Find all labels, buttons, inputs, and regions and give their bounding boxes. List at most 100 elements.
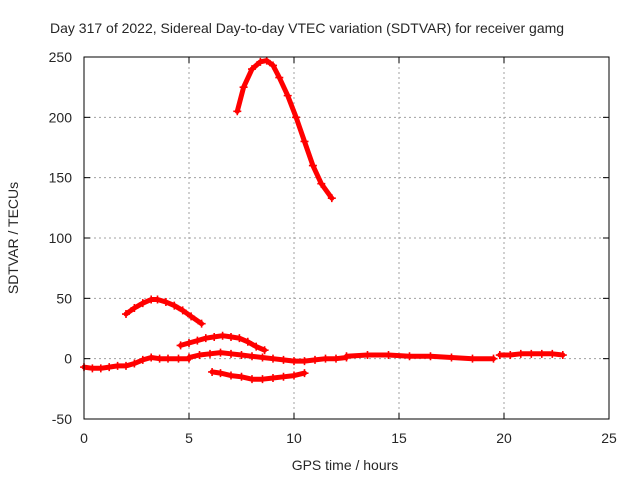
- data-point: [405, 352, 414, 361]
- data-point: [275, 73, 284, 82]
- series-arc-50: [122, 295, 206, 328]
- series-line: [123, 297, 205, 327]
- data-series: [80, 56, 567, 384]
- data-point: [256, 57, 265, 66]
- data-point: [210, 332, 219, 341]
- series-arc-neg: [208, 367, 309, 384]
- series-arc-high: [233, 56, 336, 203]
- data-point: [147, 353, 156, 362]
- y-tick-label: 100: [49, 230, 73, 246]
- data-point: [201, 334, 210, 343]
- data-point: [130, 303, 139, 312]
- y-axis-label: SDTVAR / TECUs: [5, 182, 21, 294]
- data-point: [233, 107, 242, 116]
- data-point: [279, 355, 288, 364]
- data-point: [290, 357, 298, 366]
- data-point: [548, 349, 557, 358]
- x-tick-label: 20: [496, 430, 512, 446]
- data-point: [113, 361, 122, 370]
- data-point: [130, 359, 139, 368]
- y-tick-label: 200: [49, 109, 73, 125]
- data-point: [170, 301, 179, 310]
- data-point: [248, 352, 256, 361]
- data-point: [468, 354, 477, 363]
- data-point: [317, 179, 326, 188]
- data-point: [252, 342, 261, 351]
- data-point: [384, 351, 393, 360]
- data-point: [269, 61, 277, 70]
- axis-ticks: 0 5 10 15 20 25 -50 0 50 100 150 200 250: [49, 49, 617, 446]
- data-point: [187, 312, 196, 321]
- y-tick-label: -50: [52, 411, 72, 427]
- data-point: [197, 319, 206, 328]
- series-line: [209, 369, 307, 382]
- series-line: [186, 350, 349, 364]
- data-point: [308, 161, 317, 170]
- data-point: [227, 332, 235, 341]
- data-point: [235, 334, 244, 343]
- data-point: [311, 355, 319, 364]
- data-point: [342, 352, 351, 361]
- data-point: [332, 354, 340, 363]
- data-point: [290, 371, 298, 380]
- x-tick-label: 10: [286, 430, 302, 446]
- series-arc-zero-b: [185, 348, 351, 366]
- data-point: [185, 338, 193, 347]
- data-point: [88, 364, 97, 373]
- data-point: [327, 194, 336, 203]
- data-point: [292, 113, 301, 122]
- data-point: [218, 331, 227, 340]
- data-point: [495, 351, 504, 360]
- data-point: [153, 295, 162, 304]
- chart-title: Day 317 of 2022, Sidereal Day-to-day VTE…: [50, 20, 564, 36]
- series-arc-zero-d: [495, 349, 567, 360]
- data-point: [227, 371, 235, 380]
- data-point: [558, 351, 567, 360]
- data-point: [237, 372, 246, 381]
- y-tick-label: 0: [64, 351, 72, 367]
- data-point: [283, 91, 292, 100]
- data-point: [258, 353, 267, 362]
- data-point: [300, 357, 309, 366]
- data-point: [258, 375, 267, 384]
- data-point: [122, 361, 130, 370]
- data-point: [138, 299, 147, 308]
- x-tick-label: 15: [391, 430, 407, 446]
- x-tick-label: 25: [601, 430, 617, 446]
- data-point: [216, 348, 225, 357]
- y-tick-label: 50: [56, 290, 72, 306]
- data-point: [269, 354, 277, 363]
- data-point: [122, 310, 130, 319]
- data-point: [516, 349, 525, 358]
- data-point: [260, 346, 269, 355]
- series-arc-zero-c: [342, 351, 498, 363]
- y-tick-label: 150: [49, 170, 73, 186]
- data-point: [239, 83, 248, 92]
- data-point: [506, 351, 515, 360]
- data-point: [447, 353, 456, 362]
- data-point: [237, 351, 246, 360]
- data-point: [300, 137, 309, 146]
- data-point: [248, 65, 256, 74]
- data-point: [164, 354, 172, 363]
- data-point: [193, 336, 202, 345]
- x-axis-label: GPS time / hours: [292, 457, 399, 473]
- data-point: [363, 351, 372, 360]
- data-point: [321, 354, 330, 363]
- data-point: [138, 355, 147, 364]
- data-point: [426, 352, 435, 361]
- data-point: [105, 363, 114, 372]
- data-point: [155, 354, 164, 363]
- data-point: [269, 373, 277, 382]
- data-point: [227, 349, 235, 358]
- data-point: [185, 353, 193, 362]
- data-point: [300, 369, 309, 378]
- data-point: [178, 306, 187, 315]
- data-point: [174, 354, 183, 363]
- data-point: [161, 297, 170, 306]
- data-point: [176, 341, 185, 350]
- data-point: [216, 369, 225, 378]
- data-point: [489, 354, 498, 363]
